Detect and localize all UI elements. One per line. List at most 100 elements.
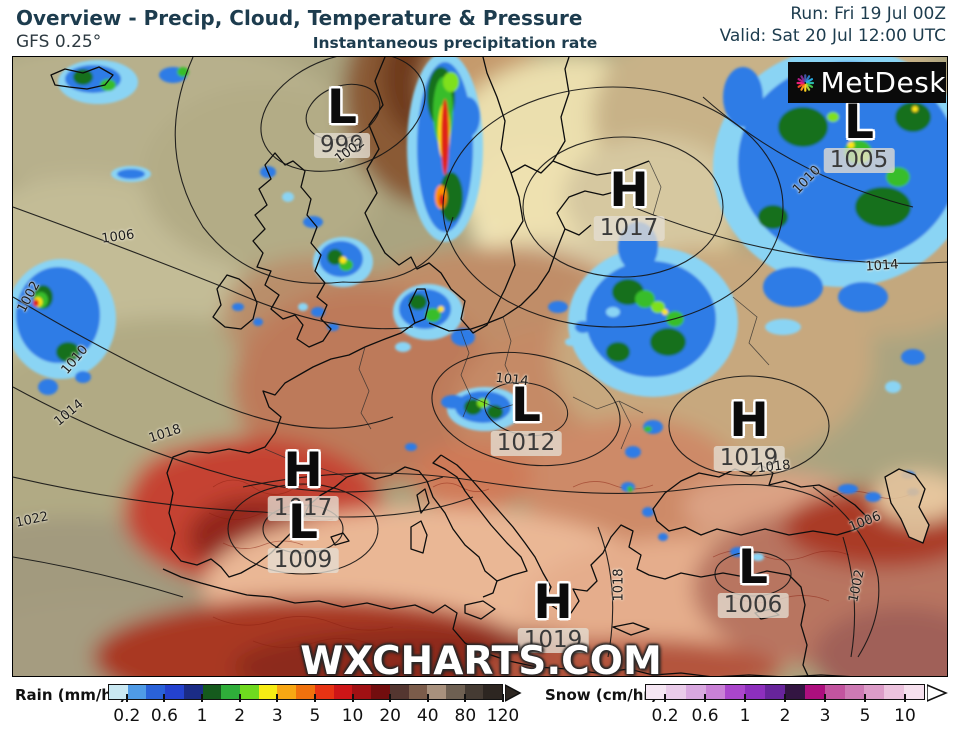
pressure-value: 1017	[267, 496, 339, 521]
color-segment	[665, 685, 686, 699]
pressure-letter: H	[533, 575, 573, 630]
isobar-label-1014: 1014	[51, 396, 87, 430]
pressure-letter: L	[288, 495, 318, 550]
color-segment	[109, 685, 128, 699]
color-segment	[314, 685, 334, 699]
pressure-center-h-1019: H 1019	[517, 575, 589, 653]
color-segment	[427, 685, 446, 699]
tick-mark	[238, 694, 241, 702]
isobar-label-1006: 1006	[100, 227, 136, 247]
pressure-value: 999	[314, 133, 370, 158]
color-segment	[371, 685, 390, 699]
color-segment	[389, 685, 409, 699]
tick-label: 3	[819, 706, 831, 726]
tick-mark	[125, 694, 128, 702]
pressure-center-l-1005: L 1005	[823, 95, 895, 173]
snow-legend-label: Snow (cm/hr)	[545, 686, 658, 704]
color-segment	[725, 685, 746, 699]
color-segment	[844, 685, 865, 699]
metdesk-logo: MetDesk	[788, 62, 946, 103]
run-time: Run: Fri 19 Jul 00Z	[790, 4, 946, 24]
pressure-center-l-1012: L 1012	[490, 382, 562, 456]
color-segment	[765, 685, 786, 699]
pressure-letter: L	[327, 80, 357, 135]
color-segment	[146, 685, 166, 699]
tick-label: 1	[739, 706, 751, 726]
pressure-value: 1006	[717, 593, 789, 618]
color-segment	[464, 685, 484, 699]
pressure-letter: L	[738, 540, 768, 595]
isobar-label-1010: 1010	[58, 342, 92, 378]
pressure-center-l-1009: L 1009	[267, 495, 339, 573]
color-segment	[165, 685, 184, 699]
isobar-label-1006: 1006	[846, 508, 884, 536]
color-segment	[221, 685, 241, 699]
pressure-letter: H	[729, 393, 769, 448]
tick-mark	[464, 694, 467, 702]
tick-label: 0.6	[691, 706, 719, 726]
rain-colorbar: 0.2 0.6 1 2 3 5 10 20 40 80 120	[108, 684, 522, 730]
tick-mark	[201, 694, 204, 702]
pressure-center-h-1017: H 1017	[267, 447, 339, 521]
isobar-label-1014: 1014	[864, 257, 900, 275]
color-segment	[408, 685, 428, 699]
tick-mark	[389, 694, 392, 702]
color-segment	[127, 685, 147, 699]
tick-label: 0.2	[113, 706, 141, 726]
isobar-label-1010: 1010	[790, 162, 824, 198]
pressure-letter: L	[844, 95, 874, 150]
tick-mark	[276, 694, 279, 702]
pressure-center-l-1006: L 1006	[717, 540, 789, 618]
color-segment	[804, 685, 825, 699]
color-segment	[884, 685, 905, 699]
color-segment	[352, 685, 372, 699]
color-segment	[646, 685, 666, 699]
color-segment	[745, 685, 766, 699]
tick-label: 40	[416, 706, 439, 726]
color-segment	[705, 685, 726, 699]
chart-subtitle: Instantaneous precipitation rate	[312, 34, 598, 52]
page-title: Overview - Precip, Cloud, Temperature & …	[16, 6, 583, 30]
pressure-center-h-1017: H 1017	[593, 167, 665, 241]
isobar-label-1002: 1002	[14, 278, 44, 316]
snow-colorbar: 0.2 0.6 1 2 3 5 10	[645, 684, 948, 730]
color-segment	[904, 685, 925, 699]
rain-arrow	[505, 684, 522, 702]
isobar-label-1018: 1018	[756, 457, 792, 477]
color-segment	[240, 685, 259, 699]
tick-label: 0.6	[150, 706, 178, 726]
tick-mark	[502, 694, 504, 702]
tick-label: 120	[486, 706, 520, 726]
tick-mark	[904, 694, 906, 702]
color-segment	[445, 685, 465, 699]
tick-mark	[351, 694, 354, 702]
pressure-value: 1017	[593, 216, 665, 241]
pressure-value: 1019	[713, 446, 785, 471]
color-segment	[202, 685, 222, 699]
isobar-label-1002: 1002	[846, 568, 868, 604]
tick-label: 10	[341, 706, 364, 726]
tick-mark	[426, 694, 429, 702]
tick-label: 2	[234, 706, 246, 726]
tick-label: 2	[779, 706, 791, 726]
tick-label: 3	[271, 706, 283, 726]
tick-mark	[824, 694, 826, 702]
model-label: GFS 0.25°	[16, 32, 102, 52]
isobar-label-1018: 1018	[146, 421, 184, 447]
pinwheel-icon	[796, 73, 815, 92]
weather-map: L 999 H 1017 L 1005 L 1012 H 1019 H 1017 L 1009 H 1019 L…	[12, 56, 948, 677]
color-segment	[277, 685, 297, 699]
tick-mark	[313, 694, 316, 702]
color-segment	[296, 685, 315, 699]
tick-mark	[704, 694, 706, 702]
isobar-label-1018: 1018	[611, 568, 627, 602]
tick-mark	[744, 694, 746, 702]
snow-arrow	[927, 684, 948, 702]
pressure-value: 1012	[490, 431, 562, 456]
map-art	[13, 57, 947, 676]
tick-label: 5	[859, 706, 871, 726]
pressure-value: 1009	[267, 548, 339, 573]
tick-mark	[163, 694, 166, 702]
tick-mark	[864, 694, 866, 702]
